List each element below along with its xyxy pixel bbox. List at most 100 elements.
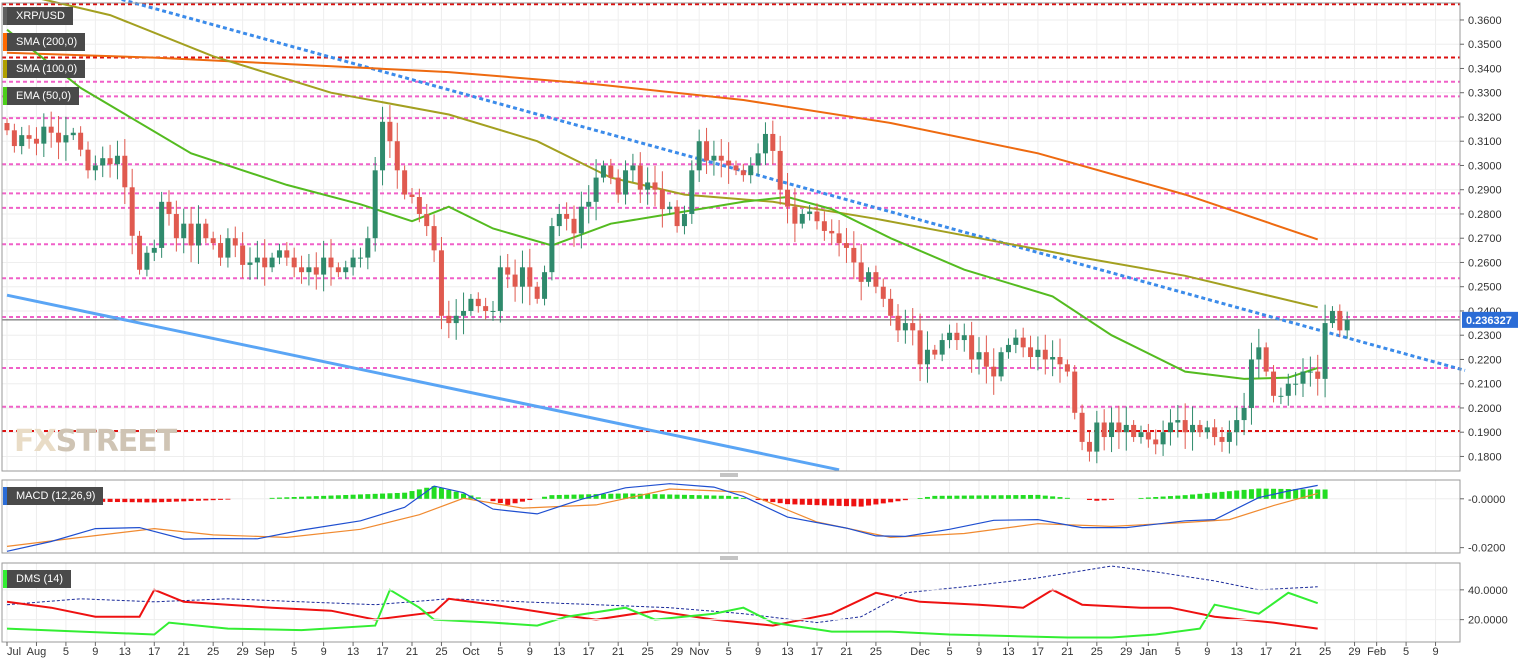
- candle-body-15: [114, 155, 120, 165]
- macd-hist-bar-95: [704, 495, 710, 499]
- candle-body-157: [1160, 432, 1166, 445]
- candle-body-162: [1197, 424, 1203, 433]
- candle-body-142: [1050, 357, 1056, 360]
- candle-body-146: [1079, 412, 1085, 442]
- candle-body-180: [1329, 310, 1335, 324]
- candle-body-106: [785, 189, 791, 207]
- candle-body-118: [873, 272, 879, 287]
- candle-body-116: [858, 262, 864, 282]
- x-tick-label-29: 21: [840, 646, 852, 658]
- panel-frame-1: [1, 479, 1461, 554]
- macd-hist-bar-22: [166, 498, 172, 502]
- macd-hist-bar-55: [409, 491, 415, 499]
- macd-hist-bar-144: [1064, 497, 1070, 499]
- macd-hist-bar-23: [173, 498, 179, 502]
- sma100-tag[interactable]: SMA (100,0): [3, 60, 86, 78]
- macd-hist-bar-142: [1050, 496, 1056, 499]
- macd-hist-bar-81: [600, 493, 606, 499]
- candle-body-81: [600, 165, 606, 178]
- macd-hist-bar-112: [829, 498, 835, 506]
- macd-hist-bar-96: [711, 495, 717, 499]
- candle-body-161: [1190, 424, 1196, 433]
- x-tick-label-19: 13: [553, 646, 565, 658]
- macd-hist-bar-119: [880, 498, 886, 504]
- candle-body-128: [947, 332, 953, 341]
- candle-body-111: [821, 221, 827, 231]
- macd-tag[interactable]: MACD (12,26,9): [3, 487, 104, 505]
- y-tick-label-9: 0.2700: [1468, 233, 1502, 245]
- macd-hist-bar-116: [858, 498, 864, 507]
- x-tick-label-7: 25: [207, 646, 219, 658]
- candle-body-132: [976, 352, 982, 360]
- macd-hist-bar-128: [947, 495, 953, 499]
- candle-body-137: [1013, 337, 1019, 345]
- candle-body-182: [1344, 319, 1350, 331]
- y-tick-label-3: 0.3300: [1468, 88, 1502, 100]
- candle-body-75: [556, 213, 562, 227]
- macd-hist-bar-167: [1234, 490, 1240, 499]
- candle-body-144: [1064, 364, 1070, 372]
- macd-hist-bar-64: [475, 497, 481, 499]
- candle-body-34: [254, 257, 260, 263]
- candle-body-150: [1109, 422, 1115, 438]
- macd-hist-bar-154: [1138, 497, 1144, 499]
- x-tick-label-15: 25: [435, 646, 447, 658]
- candle-body-66: [490, 310, 496, 312]
- macd-hist-bar-133: [983, 495, 989, 499]
- x-tick-label-0: Jul: [7, 646, 21, 658]
- candle-body-122: [902, 323, 908, 331]
- macd-hist-bar-141: [1042, 495, 1048, 499]
- candle-body-55: [409, 194, 415, 197]
- candle-body-73: [542, 272, 548, 299]
- candle-body-107: [792, 206, 798, 224]
- candles: [4, 105, 1350, 464]
- macd-hist-bar-75: [556, 494, 562, 499]
- macd-hist-bar-15: [114, 498, 120, 503]
- macd-hist-bar-107: [792, 498, 798, 505]
- candle-body-45: [335, 267, 341, 273]
- candle-body-68: [505, 267, 511, 275]
- macd-hist-bar-166: [1226, 491, 1232, 499]
- sma200-tag[interactable]: SMA (200,0): [3, 33, 86, 51]
- candle-body-2: [19, 135, 25, 147]
- candle-body-80: [593, 177, 599, 202]
- candle-body-58: [431, 226, 437, 251]
- x-tick-label-42: 13: [1231, 646, 1243, 658]
- candle-body-101: [748, 165, 754, 176]
- panel-frame-0: [1, 2, 1461, 472]
- symbol-tag[interactable]: XRP/USD: [3, 7, 73, 25]
- candle-body-114: [843, 243, 849, 248]
- macd-hist-bar-148: [1094, 498, 1100, 501]
- candle-body-22: [166, 201, 172, 214]
- last-price-box: [1462, 311, 1518, 328]
- dms-tag[interactable]: DMS (14): [3, 570, 72, 588]
- candle-body-165: [1219, 437, 1225, 442]
- candle-body-141: [1042, 349, 1048, 360]
- candle-body-159: [1175, 420, 1181, 423]
- candle-body-173: [1278, 395, 1284, 397]
- macd-hist-bar-88: [652, 494, 658, 499]
- macd-hist-bar-106: [785, 498, 791, 505]
- macd-hist-bar-138: [1020, 495, 1026, 499]
- macd-hist-bar-62: [461, 493, 467, 499]
- candle-body-127: [939, 340, 945, 355]
- macd-hist-bar-24: [181, 498, 187, 502]
- candle-body-21: [159, 201, 165, 248]
- candle-body-64: [475, 298, 481, 307]
- candle-body-31: [232, 238, 238, 246]
- macd-hist-bar-87: [645, 493, 651, 499]
- fxstreet-watermark: FXSTREET: [14, 424, 177, 459]
- macd-hist-bar-70: [519, 498, 525, 502]
- macd-hist-bar-121: [895, 498, 901, 502]
- candle-body-6: [48, 126, 54, 133]
- macd-hist-bar-171: [1263, 488, 1269, 499]
- candle-body-61: [453, 315, 459, 324]
- candle-body-39: [291, 257, 297, 268]
- macd-hist-bar-18: [137, 498, 143, 503]
- macd-hist-bar-91: [674, 494, 680, 499]
- x-tick-label-39: Jan: [1139, 646, 1157, 658]
- y-tick-label-10: 0.2600: [1468, 257, 1502, 269]
- ema50-tag[interactable]: EMA (50,0): [3, 87, 80, 105]
- macd-hist-bar-45: [335, 495, 341, 499]
